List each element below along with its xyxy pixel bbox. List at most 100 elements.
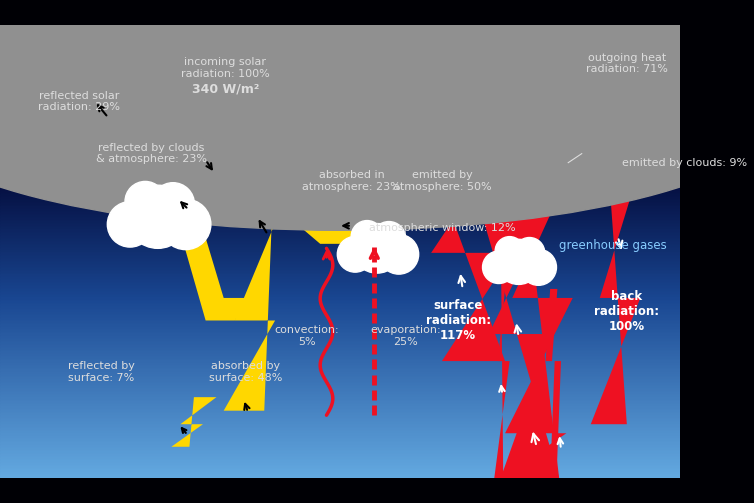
Bar: [0, 43, 680, 44]
Bar: [0, 34, 680, 35]
Bar: [0, 365, 680, 366]
Bar: [0, 245, 680, 247]
Polygon shape: [494, 217, 512, 478]
Bar: [0, 109, 680, 111]
Bar: [0, 121, 680, 123]
Text: emitted by
atmosphere: 50%: emitted by atmosphere: 50%: [393, 170, 492, 192]
Bar: [0, 289, 680, 291]
Bar: [0, 325, 680, 327]
Bar: [0, 262, 680, 264]
Bar: [0, 83, 680, 85]
Bar: [0, 451, 680, 453]
Bar: [0, 250, 680, 252]
Bar: [0, 178, 680, 179]
Bar: [0, 406, 680, 407]
Bar: [0, 25, 680, 26]
Bar: [0, 217, 680, 218]
Bar: [0, 298, 680, 300]
Bar: [0, 147, 680, 149]
Bar: [0, 338, 680, 339]
Bar: [0, 429, 680, 430]
Bar: [0, 463, 680, 465]
Bar: [0, 32, 680, 34]
Bar: [0, 71, 680, 73]
Bar: [0, 388, 680, 389]
Bar: [0, 218, 680, 220]
Bar: [0, 194, 680, 196]
Bar: [0, 297, 680, 298]
Bar: [0, 327, 680, 328]
Bar: [0, 448, 680, 450]
Bar: [0, 321, 680, 322]
Bar: [0, 80, 680, 82]
Bar: [0, 354, 680, 356]
Bar: [0, 238, 680, 239]
Bar: [0, 369, 680, 371]
Bar: [0, 395, 680, 397]
Bar: [0, 304, 680, 306]
Bar: [0, 196, 680, 197]
Bar: [0, 127, 680, 129]
Bar: [0, 374, 680, 376]
Bar: [0, 306, 680, 307]
Polygon shape: [483, 217, 559, 478]
Bar: [0, 44, 680, 46]
Circle shape: [514, 237, 544, 268]
Circle shape: [161, 199, 211, 249]
Bar: [0, 94, 680, 96]
Bar: [0, 432, 680, 433]
Bar: [0, 140, 680, 141]
Bar: [0, 211, 680, 212]
Bar: [0, 477, 680, 478]
Bar: [0, 165, 680, 167]
Bar: [0, 29, 680, 31]
Bar: [0, 164, 680, 165]
Bar: [0, 227, 680, 229]
Polygon shape: [546, 289, 566, 478]
Bar: [0, 46, 680, 47]
Bar: [0, 398, 680, 400]
Bar: [0, 114, 680, 115]
Bar: [0, 466, 680, 468]
Bar: [0, 357, 680, 359]
Bar: [0, 26, 680, 28]
Polygon shape: [158, 158, 257, 199]
Bar: [0, 282, 680, 283]
Bar: [0, 105, 680, 106]
Bar: [0, 286, 680, 288]
Bar: [0, 362, 680, 363]
Text: emitted by clouds: 9%: emitted by clouds: 9%: [622, 157, 747, 167]
Bar: [0, 274, 680, 276]
Bar: [0, 206, 680, 208]
Bar: [0, 368, 680, 369]
Bar: [0, 456, 680, 457]
Polygon shape: [262, 158, 356, 244]
Bar: [0, 230, 680, 232]
Bar: [0, 366, 680, 368]
Bar: [0, 124, 680, 126]
Bar: [0, 294, 680, 295]
Bar: [0, 53, 680, 55]
Circle shape: [125, 182, 165, 222]
Bar: [0, 435, 680, 436]
Circle shape: [152, 183, 195, 226]
Bar: [0, 159, 680, 161]
Bar: [0, 73, 680, 74]
Bar: [0, 373, 680, 374]
Bar: [0, 58, 680, 59]
Bar: [0, 270, 680, 271]
Text: evaporation:
25%: evaporation: 25%: [370, 325, 441, 347]
Bar: [0, 450, 680, 451]
Text: reflected solar
radiation: 29%: reflected solar radiation: 29%: [38, 91, 121, 112]
Text: greenhouse gases: greenhouse gases: [559, 239, 667, 252]
Bar: [0, 416, 680, 418]
Bar: [0, 454, 680, 456]
Bar: [0, 203, 680, 205]
Bar: [0, 96, 680, 97]
Bar: [0, 185, 680, 187]
Bar: [0, 212, 680, 214]
Bar: [0, 303, 680, 304]
Bar: [0, 170, 680, 172]
Bar: [0, 442, 680, 444]
Text: incoming solar
radiation: 100%: incoming solar radiation: 100%: [181, 57, 270, 79]
